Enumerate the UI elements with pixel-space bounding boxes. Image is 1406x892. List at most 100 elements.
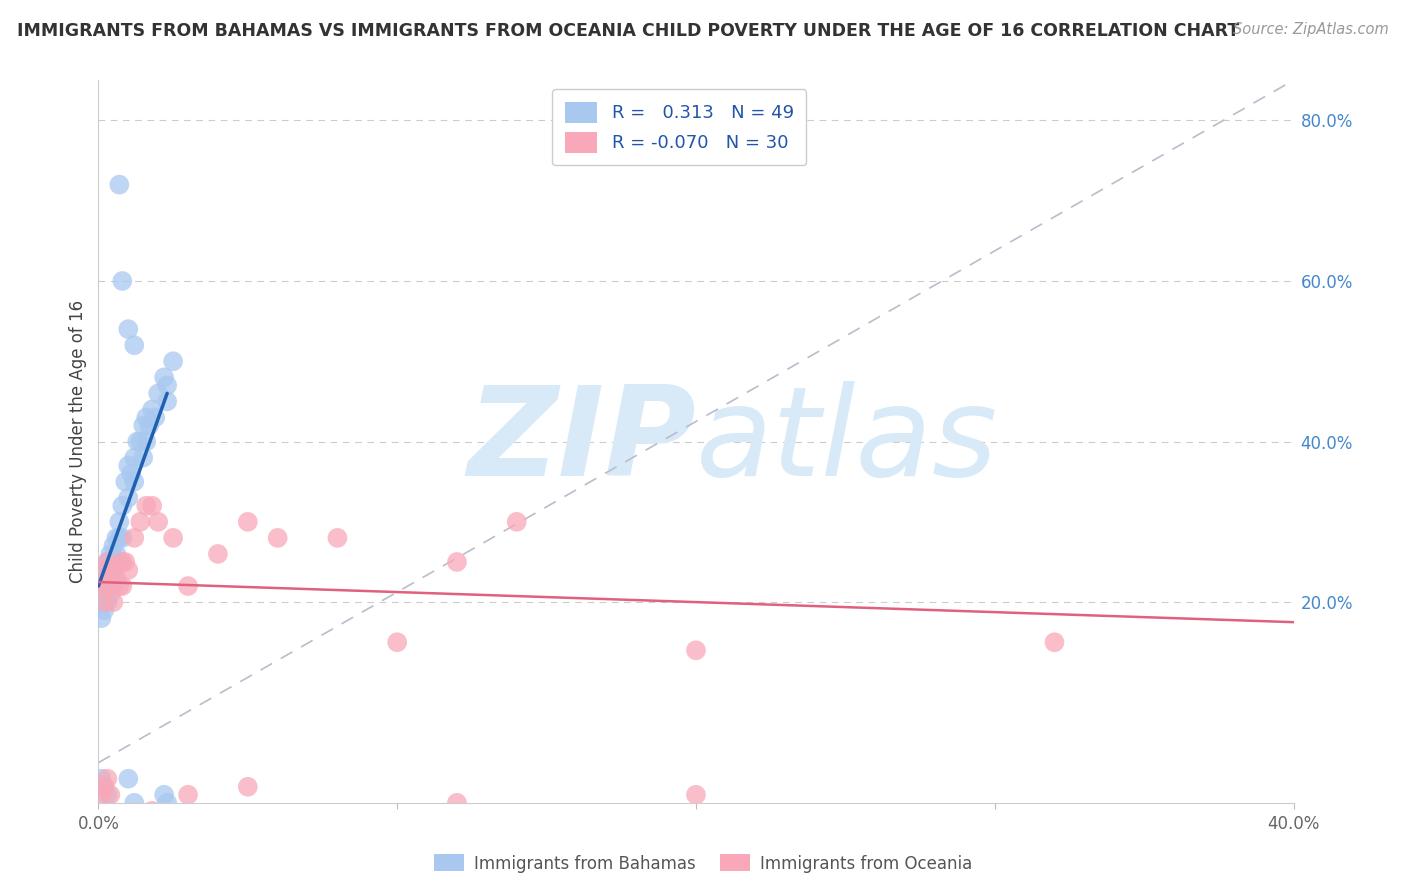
Point [135,410,157,425]
Point [132,450,155,465]
Point [162,820,184,834]
Point [207,547,229,561]
Point [267,531,290,545]
Legend: R =   0.313   N = 49, R = -0.070   N = 30: R = 0.313 N = 49, R = -0.070 N = 30 [553,89,807,165]
Point [96,772,118,786]
Point [108,531,131,545]
Point [132,418,155,433]
Point [124,796,146,810]
Point [93,587,115,601]
Point [103,579,125,593]
Point [129,434,152,449]
Point [103,555,125,569]
Point [117,772,139,786]
Point [105,547,128,561]
Point [108,555,131,569]
Point [114,475,136,489]
Point [129,515,152,529]
Text: atlas: atlas [696,381,998,502]
Legend: Immigrants from Bahamas, Immigrants from Oceania: Immigrants from Bahamas, Immigrants from… [427,847,979,880]
Point [153,370,176,384]
Point [1043,635,1066,649]
Text: ZIP: ZIP [467,381,696,502]
Point [98,547,122,561]
Point [98,587,122,601]
Point [446,555,468,569]
Y-axis label: Child Poverty Under the Age of 16: Child Poverty Under the Age of 16 [69,300,87,583]
Point [446,796,468,810]
Point [90,772,112,786]
Point [108,178,131,192]
Point [98,555,122,569]
Point [124,338,146,352]
Point [120,467,142,481]
Point [156,796,179,810]
Point [96,571,118,585]
Point [177,579,200,593]
Point [96,555,118,569]
Point [96,579,118,593]
Point [105,531,128,545]
Point [93,603,115,617]
Point [90,579,112,593]
Point [124,531,146,545]
Point [105,571,128,585]
Point [96,563,118,577]
Point [103,539,125,553]
Point [326,531,349,545]
Point [153,788,176,802]
Point [93,595,115,609]
Point [103,563,125,577]
Point [93,579,115,593]
Point [90,611,112,625]
Point [93,563,115,577]
Point [111,579,134,593]
Point [156,378,179,392]
Point [98,571,122,585]
Point [135,434,157,449]
Point [90,579,112,593]
Point [93,563,115,577]
Point [111,499,134,513]
Point [162,531,184,545]
Point [141,402,163,417]
Point [103,595,125,609]
Point [117,491,139,505]
Point [177,788,200,802]
Point [143,410,166,425]
Point [111,555,134,569]
Point [127,434,149,449]
Point [117,322,139,336]
Point [114,555,136,569]
Point [98,579,122,593]
Point [162,354,184,368]
Point [93,571,115,585]
Point [108,515,131,529]
Point [111,274,134,288]
Point [156,394,179,409]
Point [93,780,115,794]
Point [685,643,707,657]
Point [96,555,118,569]
Point [96,788,118,802]
Point [117,563,139,577]
Point [236,515,259,529]
Point [90,595,112,609]
Point [141,804,163,818]
Point [148,515,170,529]
Point [685,788,707,802]
Point [96,579,118,593]
Point [98,788,122,802]
Point [135,499,157,513]
Point [506,515,529,529]
Point [96,595,118,609]
Point [236,780,259,794]
Point [93,595,115,609]
Point [108,579,131,593]
Point [93,780,115,794]
Point [111,531,134,545]
Point [148,386,170,401]
Point [90,788,112,802]
Point [124,450,146,465]
Point [90,579,112,593]
